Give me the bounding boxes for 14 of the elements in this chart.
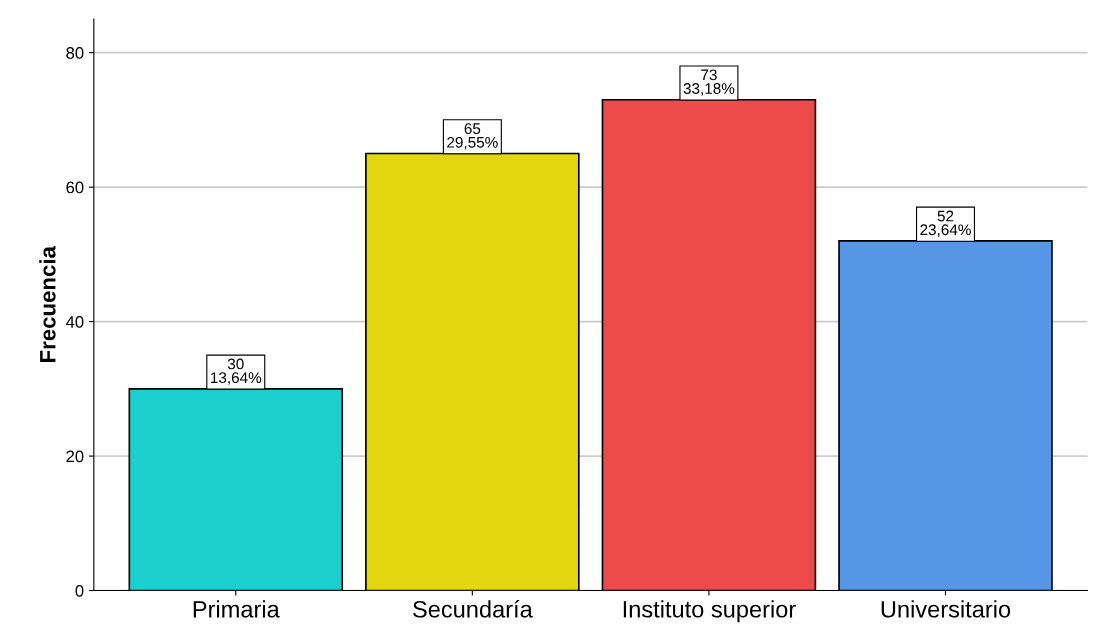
data-label: 52 23,64% [920, 210, 971, 237]
data-label: 30 13,64% [211, 358, 262, 385]
x-tick-label: Instituto superior [623, 600, 796, 623]
y-tick-label: 80 [66, 47, 84, 59]
y-tick-label: 0 [75, 584, 84, 597]
y-axis-title: Frecuencia [39, 245, 56, 362]
x-tick-label: Secundaría [413, 600, 533, 618]
y-tick-label: 60 [66, 181, 84, 194]
x-tick-label: Primaria [193, 600, 280, 618]
y-tick-label: 20 [66, 450, 84, 463]
y-tick-label: 40 [65, 316, 84, 328]
data-label: 65 29,55% [447, 123, 498, 150]
x-tick-label: Universitario [881, 600, 1011, 618]
data-label: 73 33,18% [683, 69, 735, 96]
